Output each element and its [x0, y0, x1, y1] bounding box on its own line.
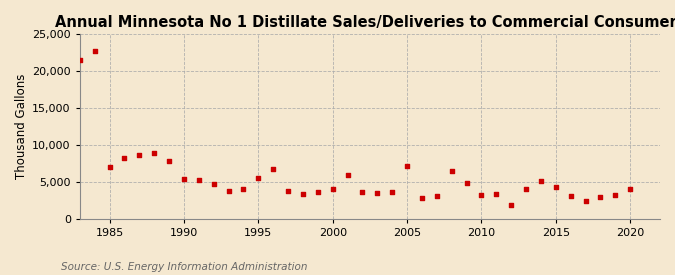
Point: [610, 193, 621, 197]
Point: [209, 182, 219, 186]
Point: [520, 187, 531, 192]
Point: [580, 199, 591, 204]
Point: [313, 190, 323, 194]
Point: [163, 159, 174, 163]
Text: Source: U.S. Energy Information Administration: Source: U.S. Energy Information Administ…: [61, 262, 307, 272]
Point: [223, 189, 234, 193]
Point: [179, 177, 190, 181]
Point: [194, 178, 205, 183]
Point: [491, 192, 502, 196]
Point: [104, 165, 115, 169]
Point: [625, 187, 636, 192]
Point: [148, 151, 159, 155]
Point: [461, 180, 472, 185]
Point: [535, 179, 546, 183]
Point: [387, 190, 398, 194]
Title: Annual Minnesota No 1 Distillate Sales/Deliveries to Commercial Consumers: Annual Minnesota No 1 Distillate Sales/D…: [55, 15, 675, 30]
Point: [253, 175, 264, 180]
Point: [357, 190, 368, 194]
Point: [342, 172, 353, 177]
Y-axis label: Thousand Gallons: Thousand Gallons: [15, 74, 28, 179]
Point: [446, 169, 457, 173]
Point: [416, 196, 427, 200]
Point: [134, 153, 144, 158]
Point: [283, 189, 294, 193]
Point: [298, 192, 308, 196]
Point: [327, 187, 338, 192]
Point: [595, 195, 606, 199]
Point: [372, 191, 383, 195]
Point: [431, 194, 442, 198]
Point: [89, 49, 100, 53]
Point: [476, 192, 487, 197]
Point: [566, 194, 576, 198]
Point: [74, 58, 85, 62]
Point: [238, 187, 249, 192]
Point: [551, 185, 562, 189]
Point: [506, 203, 516, 207]
Point: [402, 163, 412, 168]
Point: [268, 167, 279, 172]
Point: [119, 156, 130, 161]
